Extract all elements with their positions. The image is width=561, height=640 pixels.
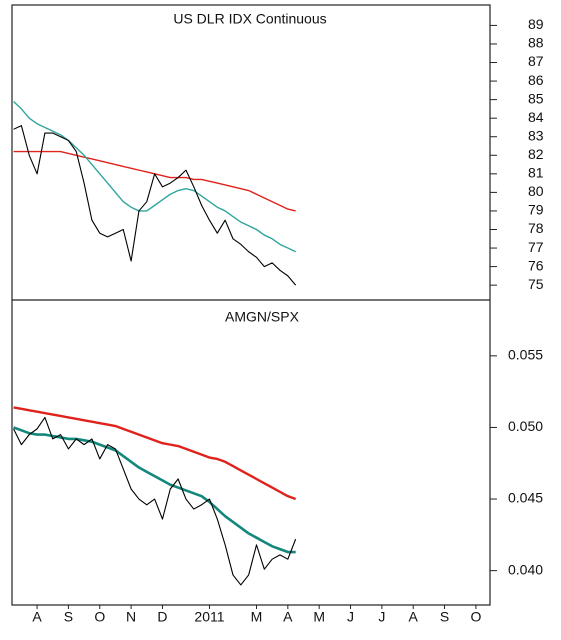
x-tick-label: A (283, 609, 293, 625)
x-tick-label: A (32, 609, 42, 625)
x-tick-label: S (64, 609, 73, 625)
y-tick-label: 0.040 (508, 561, 543, 577)
line-series (13, 100, 296, 253)
x-tick-label: S (440, 609, 449, 625)
plot-frame (11, 4, 491, 606)
x-tick-label: A (409, 609, 419, 625)
y-tick-label: 88 (528, 35, 544, 51)
y-tick-label: 0.050 (508, 418, 543, 434)
chart-title: US DLR IDX Continuous (173, 11, 326, 27)
y-tick-label: 75 (528, 276, 544, 292)
x-tick-label: N (126, 609, 136, 625)
y-tick-label: 81 (528, 165, 544, 181)
y-tick-label: 82 (528, 146, 544, 162)
line-series (13, 416, 297, 586)
x-tick-label: D (157, 609, 167, 625)
x-tick-label: J (347, 609, 354, 625)
x-tick-label: M (251, 609, 263, 625)
y-tick-label: 77 (528, 239, 544, 255)
y-tick-label: 79 (528, 202, 544, 218)
x-tick-label: O (470, 609, 481, 625)
x-tick-label: 2011 (194, 609, 224, 625)
line-series (13, 406, 297, 501)
line-series (13, 426, 296, 554)
y-tick-label: 0.055 (508, 347, 543, 363)
y-tick-label: 78 (528, 220, 544, 236)
line-series (13, 150, 296, 212)
y-tick-label: 87 (528, 53, 544, 69)
y-tick-label: 84 (528, 109, 544, 125)
y-tick-label: 86 (528, 72, 544, 88)
chart-title: AMGN/SPX (225, 309, 300, 325)
x-tick-label: J (378, 609, 385, 625)
x-tick-label: O (94, 609, 105, 625)
line-series (13, 125, 297, 286)
y-tick-label: 76 (528, 257, 544, 273)
y-tick-label: 85 (528, 90, 544, 106)
y-tick-label: 83 (528, 127, 544, 143)
y-tick-label: 89 (528, 16, 544, 32)
y-tick-label: 0.045 (508, 490, 543, 506)
y-tick-label: 80 (528, 183, 544, 199)
x-tick-label: M (313, 609, 325, 625)
